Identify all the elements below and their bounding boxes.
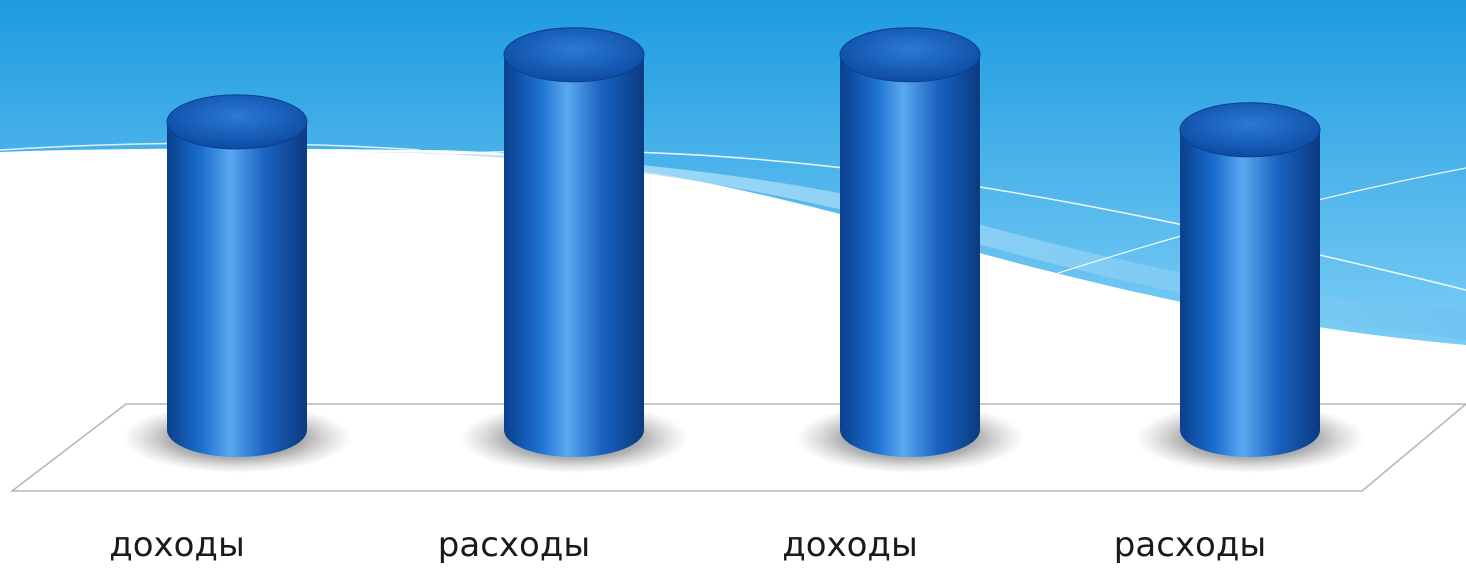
bar-body xyxy=(840,55,980,457)
bar-top xyxy=(167,95,307,149)
bar-top xyxy=(840,28,980,82)
category-label: доходы xyxy=(782,525,918,565)
category-label: расходы xyxy=(1114,525,1266,565)
bar-body xyxy=(167,122,307,457)
bar-body xyxy=(1180,130,1320,457)
category-label: доходы xyxy=(109,525,245,565)
bar-top xyxy=(1180,103,1320,157)
category-label: расходы xyxy=(438,525,590,565)
bar-body xyxy=(504,55,644,457)
bar-top xyxy=(504,28,644,82)
